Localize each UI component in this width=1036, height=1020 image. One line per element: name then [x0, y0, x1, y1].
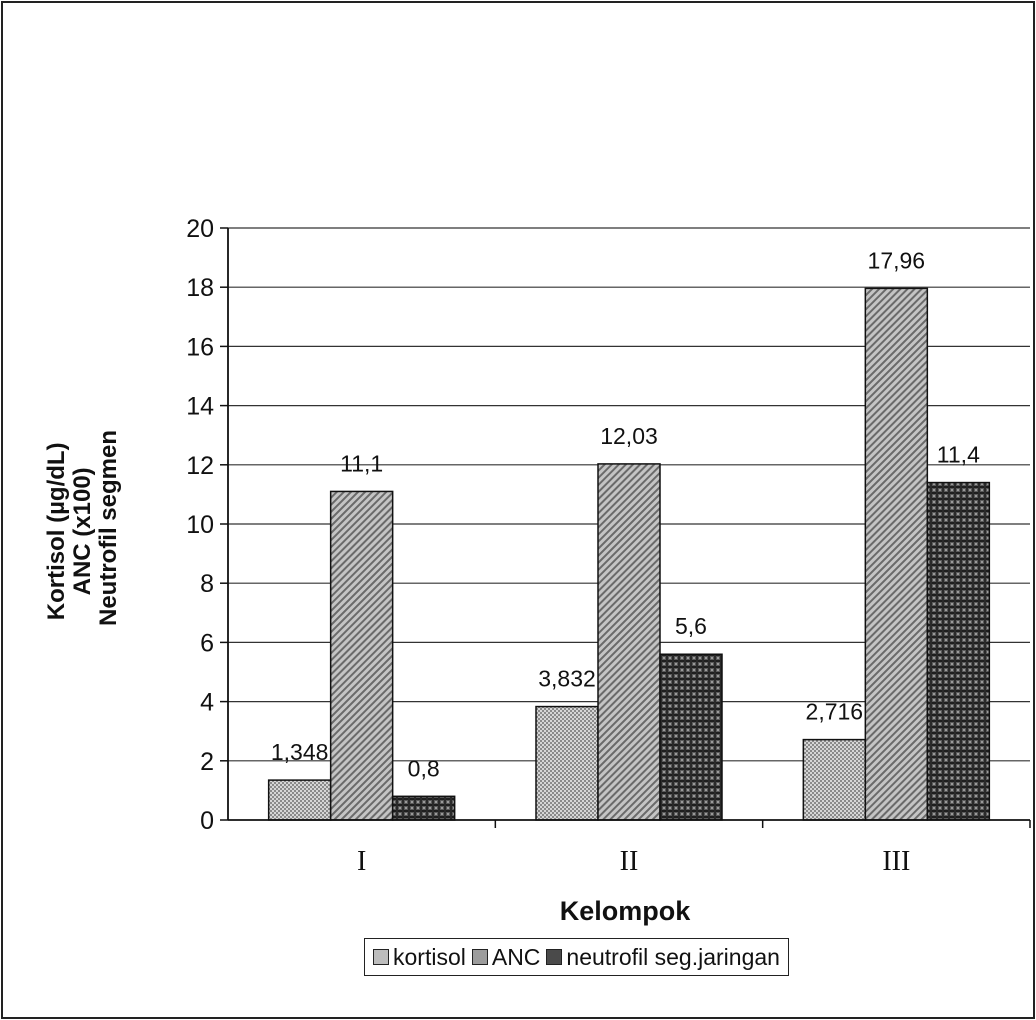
bar-neutrofil-seg-jaringan: [926, 481, 991, 821]
y-tick-label: 0: [200, 807, 214, 835]
legend-item: neutrofil seg.jaringan: [546, 944, 780, 971]
data-label: 11,1: [340, 450, 383, 476]
y-tick-label: 10: [186, 511, 214, 539]
y-tick-label: 14: [186, 393, 214, 421]
bar-kortisol: [535, 705, 599, 821]
y-tick-label: 12: [186, 452, 214, 480]
bar-anc: [329, 490, 394, 821]
bar-neutrofil-seg-jaringan: [391, 795, 456, 821]
legend-swatch: [471, 949, 488, 965]
data-label: 12,03: [600, 423, 658, 449]
y-tick-label: 18: [186, 274, 214, 302]
y-tick-label: 6: [200, 629, 214, 657]
y-axis-title-line: Neutrofil segmen: [95, 430, 122, 626]
legend-label: neutrofil seg.jaringan: [566, 943, 780, 970]
bar-kortisol: [802, 738, 867, 821]
data-label: 1,348: [271, 739, 329, 765]
x-tick-label: I: [357, 846, 366, 877]
legend-item: ANC: [471, 943, 541, 971]
legend-swatch: [546, 949, 563, 965]
data-label: 0,8: [408, 755, 440, 781]
legend-label: ANC: [491, 943, 541, 970]
x-axis-title: Kelompok: [560, 896, 692, 926]
data-label: 11,4: [937, 442, 980, 468]
bar-anc: [597, 463, 661, 821]
y-tick-label: 16: [186, 333, 214, 361]
y-tick-label: 4: [200, 689, 214, 717]
legend-label: kortisol: [393, 943, 466, 970]
y-tick-label: 8: [200, 570, 214, 598]
y-axis-title-line: ANC (x100): [69, 467, 96, 595]
legend-item: kortisol: [373, 944, 466, 971]
data-label: 3,832: [538, 666, 596, 692]
x-tick-label: II: [620, 846, 639, 877]
y-axis-title: Kortisol (µg/dL) ANC (x100) Neutrofil se…: [43, 430, 122, 626]
bar-kortisol: [267, 779, 332, 821]
y-axis-title-line: Kortisol (µg/dL): [43, 442, 70, 620]
legend-swatch: [373, 949, 389, 965]
data-label: 2,716: [806, 699, 864, 725]
data-label: 5,6: [675, 613, 707, 639]
data-label: 17,96: [868, 247, 926, 273]
chart-legend: kortisol ANC neutrofil seg.jaringan: [364, 938, 789, 976]
y-tick-label: 2: [200, 748, 214, 776]
y-tick-label: 20: [186, 215, 214, 243]
bar-neutrofil-seg-jaringan: [659, 653, 723, 821]
bar-anc: [864, 287, 929, 821]
x-tick-label: III: [882, 846, 910, 877]
